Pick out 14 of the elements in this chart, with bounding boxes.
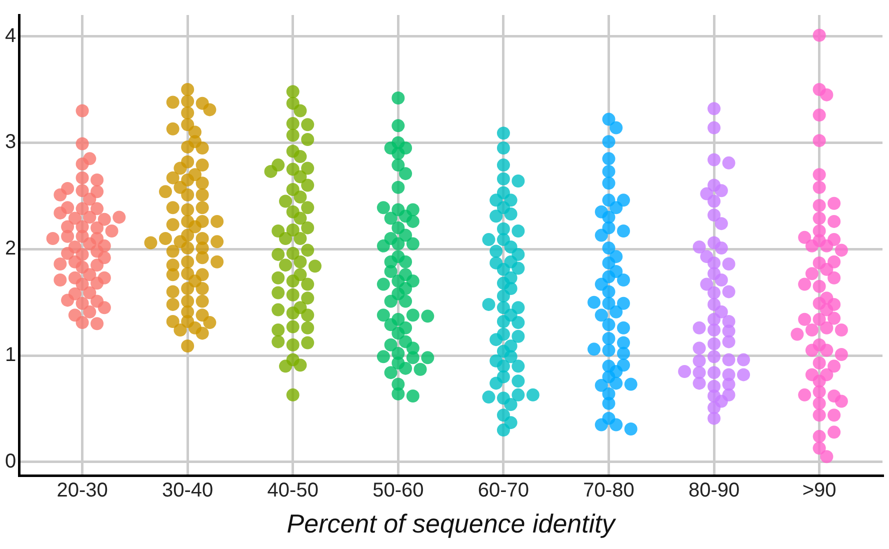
x-tick-label: 70-80 xyxy=(583,479,634,502)
x-axis-title: Percent of sequence identity xyxy=(286,508,617,539)
y-tick-label: 3 xyxy=(5,131,16,154)
x-tick-label: 20-30 xyxy=(56,479,108,502)
y-tick-label: 4 xyxy=(5,24,16,47)
y-tick-label: 0 xyxy=(5,450,16,472)
x-tick-label: 80-90 xyxy=(688,479,740,502)
x-tick-label: >90 xyxy=(802,479,836,502)
y-tick-label: 2 xyxy=(5,238,16,260)
x-tick-label: 40-50 xyxy=(267,479,318,502)
x-tick-label: 30-40 xyxy=(162,479,214,502)
x-tick-label: 50-60 xyxy=(372,479,424,502)
x-tick-label: 60-70 xyxy=(478,479,530,502)
y-tick-label: 1 xyxy=(5,344,16,366)
